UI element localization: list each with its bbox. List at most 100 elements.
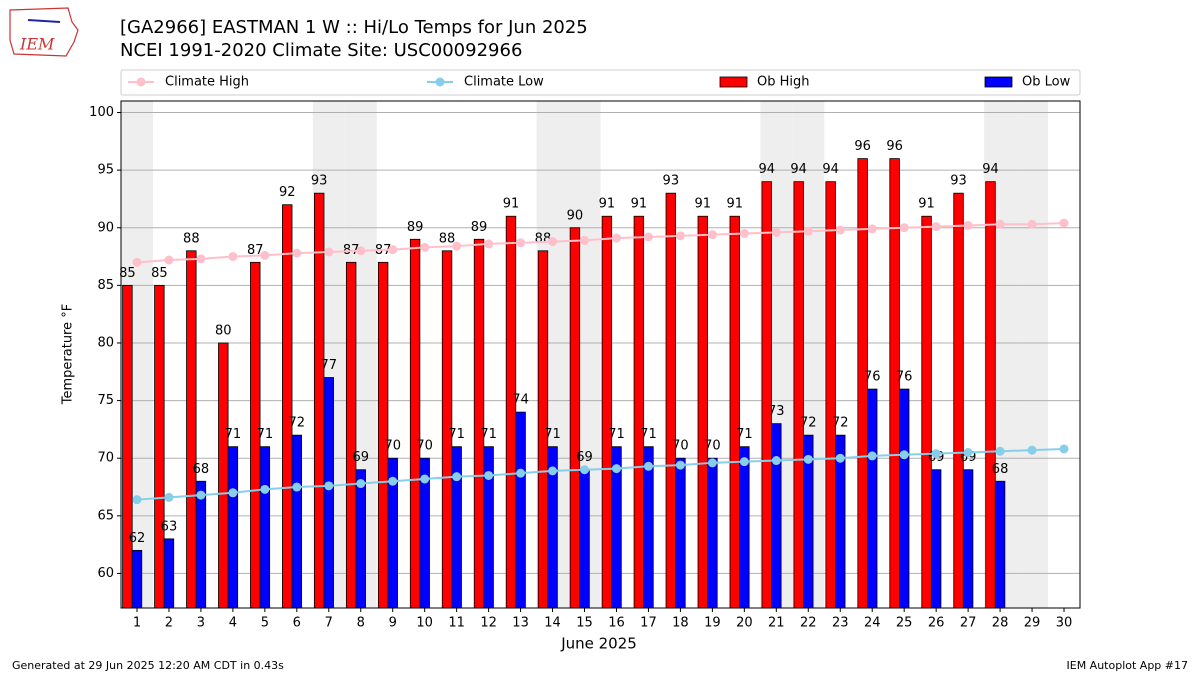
x-tick-label: 7 [325,616,333,631]
x-tick-label: 8 [357,616,365,631]
bar [994,480,1006,609]
bar-value-label: 94 [822,162,839,177]
line-marker [899,450,909,460]
legend-label: Climate Low [464,75,544,90]
bar [377,261,389,609]
bar [898,388,910,609]
bar-value-label: 96 [854,139,871,154]
bar [579,469,590,609]
chart-title: [GA2966] EASTMAN 1 W :: Hi/Lo Temps for … [120,17,588,38]
y-tick-label: 80 [97,335,114,350]
line-marker [164,255,174,265]
line-marker [260,484,270,494]
bar-value-label: 72 [800,416,817,431]
y-tick-label: 75 [97,393,114,408]
bar-value-label: 93 [950,174,967,189]
x-tick-label: 17 [640,616,657,631]
x-tick-label: 26 [928,616,945,631]
bar [154,284,165,609]
line-marker [675,460,685,470]
x-tick-label: 25 [896,616,913,631]
bar-value-label: 69 [576,450,593,465]
bar-value-label: 68 [193,462,210,477]
bar [195,480,207,609]
bar-value-label: 80 [215,323,232,338]
weekend-band [1016,101,1049,608]
line-marker [771,227,781,237]
line-marker [1027,445,1037,455]
bar-value-label: 88 [183,231,200,246]
bar [122,284,133,609]
bar [515,411,526,609]
line-marker [803,226,813,236]
line-marker [132,257,142,267]
bar-value-label: 88 [535,231,552,246]
line-marker [388,476,398,486]
bar-value-label: 71 [225,427,242,442]
bar [867,388,878,609]
bar-value-label: 96 [886,139,903,154]
line-marker [356,246,366,256]
bar [793,181,804,609]
bar-value-label: 70 [672,439,689,454]
bar-value-label: 85 [151,266,168,281]
y-tick-label: 85 [97,278,114,293]
bar [313,192,325,609]
x-tick-label: 15 [576,616,593,631]
bar-value-label: 91 [695,197,712,212]
bar-value-label: 77 [321,358,338,373]
y-tick-label: 95 [97,163,114,178]
bar-value-label: 72 [832,416,849,431]
legend-label: Climate High [165,75,249,90]
line-marker [164,492,174,502]
line-marker [324,247,334,257]
line-marker [963,220,973,230]
bar-value-label: 71 [257,427,274,442]
x-tick-label: 13 [512,616,529,631]
logo-text: IEM [19,35,55,54]
bar [962,469,974,609]
bar-value-label: 63 [161,519,178,534]
x-tick-label: 12 [480,616,497,631]
bar [921,215,932,609]
y-tick-label: 90 [97,220,114,235]
footer-left: Generated at 29 Jun 2025 12:20 AM CDT in… [12,659,284,672]
line-marker [611,464,621,474]
x-tick-label: 27 [960,616,977,631]
line-marker [899,223,909,233]
line-marker [580,465,590,475]
line-marker [196,254,206,264]
x-tick-label: 20 [736,616,753,631]
bar-value-label: 72 [289,416,306,431]
y-tick-label: 60 [97,566,114,581]
bar-value-label: 93 [663,174,680,189]
line-marker [452,472,462,482]
bar [675,457,686,609]
line-marker [356,479,366,489]
x-tick-label: 9 [389,616,397,631]
x-tick-label: 11 [448,616,465,631]
x-tick-label: 22 [800,616,817,631]
legend-swatch [719,76,748,88]
line-marker [739,457,749,467]
bar-value-label: 91 [631,197,648,212]
x-tick-label: 3 [197,616,205,631]
line-marker [931,449,941,459]
line-marker [292,482,302,492]
bar [473,238,485,609]
line-marker [516,238,526,248]
x-tick-label: 19 [704,616,721,631]
line-marker [388,245,398,255]
x-tick-label: 2 [165,616,173,631]
bar-value-label: 69 [352,450,369,465]
line-marker [707,230,717,240]
bar [665,192,677,609]
bar-value-label: 70 [704,439,721,454]
bar-value-label: 70 [416,439,433,454]
line-marker [707,458,717,468]
x-tick-label: 24 [864,616,881,631]
line-marker [1059,444,1069,454]
line-marker [963,447,973,457]
